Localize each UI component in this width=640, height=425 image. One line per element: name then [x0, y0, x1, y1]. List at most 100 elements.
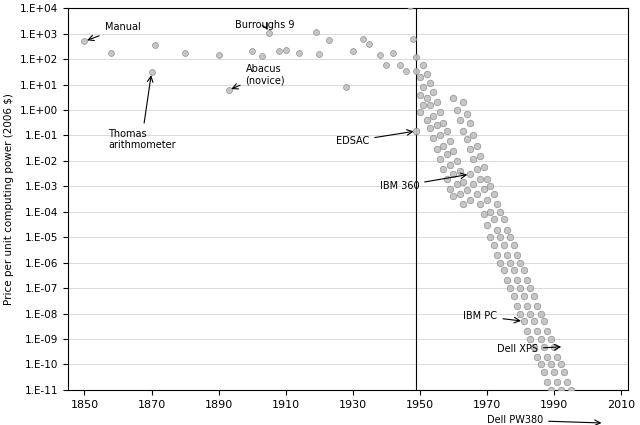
Point — [539, 318, 549, 325]
Text: Abacus
(novice): Abacus (novice) — [232, 64, 285, 89]
Point — [458, 128, 468, 134]
Point — [257, 53, 268, 60]
Point — [499, 267, 509, 274]
Point — [452, 181, 462, 188]
Point — [522, 328, 532, 335]
Point — [529, 292, 539, 299]
Point — [505, 285, 515, 292]
Point — [505, 234, 515, 241]
Point — [478, 211, 488, 218]
Point — [415, 74, 425, 80]
Point — [468, 181, 479, 188]
Point — [280, 47, 291, 54]
Point — [566, 386, 576, 393]
Point — [388, 49, 398, 56]
Point — [150, 42, 160, 48]
Point — [425, 79, 435, 86]
Point — [525, 285, 536, 292]
Point — [428, 89, 438, 96]
Point — [314, 51, 324, 57]
Point — [536, 361, 546, 368]
Point — [532, 303, 542, 309]
Point — [180, 50, 190, 57]
Point — [442, 175, 452, 182]
Point — [539, 343, 549, 350]
Point — [539, 369, 549, 376]
Point — [472, 190, 482, 197]
Point — [495, 208, 506, 215]
Point — [79, 38, 90, 45]
Point — [515, 310, 525, 317]
Point — [478, 185, 488, 192]
Point — [529, 343, 539, 350]
Point — [395, 61, 405, 68]
Point — [488, 241, 499, 248]
Text: Manual: Manual — [88, 22, 140, 40]
Point — [575, 412, 586, 419]
Point — [448, 94, 458, 101]
Point — [421, 71, 431, 78]
Point — [428, 112, 438, 119]
Point — [294, 49, 304, 56]
Point — [525, 310, 536, 317]
Point — [525, 336, 536, 343]
Point — [435, 132, 445, 139]
Point — [572, 404, 582, 411]
Point — [311, 28, 321, 35]
Point — [532, 354, 542, 360]
Point — [415, 91, 425, 98]
Point — [418, 84, 428, 91]
Point — [562, 379, 572, 385]
Point — [505, 259, 515, 266]
Point — [455, 167, 465, 174]
Point — [412, 128, 422, 134]
Point — [485, 234, 495, 241]
Point — [536, 336, 546, 343]
Point — [468, 132, 479, 139]
Point — [214, 51, 224, 58]
Point — [431, 122, 442, 129]
Point — [458, 99, 468, 106]
Point — [552, 404, 563, 411]
Point — [445, 162, 455, 168]
Point — [421, 117, 431, 124]
Point — [465, 196, 476, 203]
Point — [452, 107, 462, 113]
Point — [509, 241, 519, 248]
Point — [408, 36, 418, 42]
Point — [482, 196, 492, 203]
Point — [448, 193, 458, 200]
Point — [515, 259, 525, 266]
Point — [536, 310, 546, 317]
Point — [465, 145, 476, 152]
Point — [518, 292, 529, 299]
Point — [475, 175, 485, 182]
Point — [556, 386, 566, 393]
Point — [458, 178, 468, 185]
Point — [542, 354, 552, 360]
Point — [509, 292, 519, 299]
Point — [515, 285, 525, 292]
Point — [445, 138, 455, 145]
Point — [545, 361, 556, 368]
Point — [106, 50, 116, 57]
Point — [412, 54, 422, 60]
Point — [509, 267, 519, 274]
Point — [569, 394, 579, 401]
Point — [502, 277, 512, 284]
Point — [475, 153, 485, 160]
Point — [552, 354, 563, 360]
Point — [415, 109, 425, 116]
Point — [147, 69, 157, 76]
Point — [569, 419, 579, 425]
Point — [559, 394, 569, 401]
Point — [556, 412, 566, 419]
Point — [518, 318, 529, 325]
Point — [492, 226, 502, 233]
Point — [499, 216, 509, 223]
Point — [542, 328, 552, 335]
Text: Burroughs 9: Burroughs 9 — [236, 20, 295, 30]
Point — [542, 379, 552, 385]
Point — [502, 226, 512, 233]
Point — [518, 267, 529, 274]
